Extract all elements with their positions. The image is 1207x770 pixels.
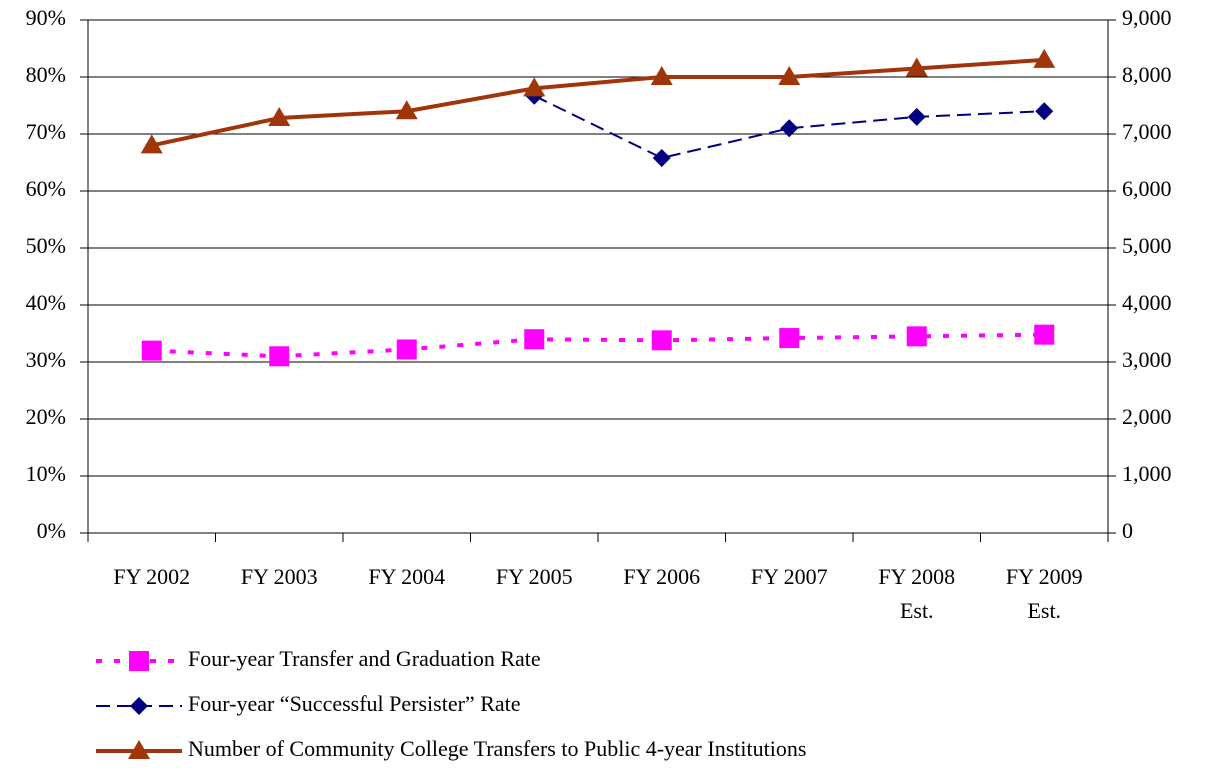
x-tick-label: FY 2009 Est. <box>1005 564 1083 623</box>
y2-tick-label: 9,000 <box>1122 5 1172 30</box>
series-line <box>151 57 1045 148</box>
series-line <box>151 332 1045 359</box>
legend-marker <box>129 651 149 671</box>
data-point <box>652 148 671 167</box>
y-tick-label: 60% <box>26 176 66 201</box>
data-point <box>396 339 417 360</box>
y2-tick-label: 2,000 <box>1122 404 1172 429</box>
x-tick-label: FY 2002 <box>113 564 191 589</box>
data-point <box>1035 102 1054 121</box>
data-point <box>778 66 801 85</box>
x-tick-label: FY 2006 <box>623 564 701 589</box>
y2-tick-label: 0 <box>1122 518 1133 543</box>
data-point <box>651 330 672 351</box>
legend-label: Four-year Transfer and Graduation Rate <box>188 646 541 671</box>
data-point <box>906 326 927 347</box>
y-tick-label: 50% <box>26 233 66 258</box>
legend-label: Number of Community College Transfers to… <box>188 736 806 761</box>
legend-marker <box>130 697 148 715</box>
data-point <box>780 119 799 138</box>
y-tick-label: 0% <box>37 518 66 543</box>
x-tick-label: FY 2005 <box>495 564 573 589</box>
data-point <box>907 107 926 126</box>
y2-tick-label: 4,000 <box>1122 290 1172 315</box>
y2-tick-label: 8,000 <box>1122 62 1172 87</box>
data-point <box>268 107 291 127</box>
y-tick-label: 10% <box>26 461 66 486</box>
data-point <box>779 328 800 349</box>
data-point <box>1033 48 1056 68</box>
y2-tick-label: 3,000 <box>1122 347 1172 372</box>
y-tick-label: 40% <box>26 290 66 315</box>
legend-label: Four-year “Successful Persister” Rate <box>188 691 521 716</box>
y2-tick-label: 7,000 <box>1122 119 1172 144</box>
y2-tick-label: 1,000 <box>1122 461 1172 486</box>
x-tick-label: FY 2003 <box>240 564 318 589</box>
data-point <box>269 346 290 367</box>
x-tick-label: FY 2008 Est. <box>878 564 956 623</box>
y-tick-label: 20% <box>26 404 66 429</box>
data-point <box>1034 324 1055 345</box>
x-tick-label: FY 2007 <box>750 564 828 589</box>
y-tick-label: 90% <box>26 5 66 30</box>
data-point <box>141 340 162 361</box>
x-tick-label: FY 2004 <box>368 564 446 589</box>
legend-marker <box>128 740 150 759</box>
y-tick-label: 30% <box>26 347 66 372</box>
y2-tick-label: 5,000 <box>1122 233 1172 258</box>
y-tick-label: 70% <box>26 119 66 144</box>
data-point <box>650 66 673 85</box>
data-point <box>140 134 163 154</box>
data-point <box>524 329 545 350</box>
data-point <box>905 57 928 77</box>
y-tick-label: 80% <box>26 62 66 87</box>
data-point <box>523 77 546 97</box>
series-line <box>533 94 1045 159</box>
data-point <box>395 100 418 120</box>
y2-tick-label: 6,000 <box>1122 176 1172 201</box>
